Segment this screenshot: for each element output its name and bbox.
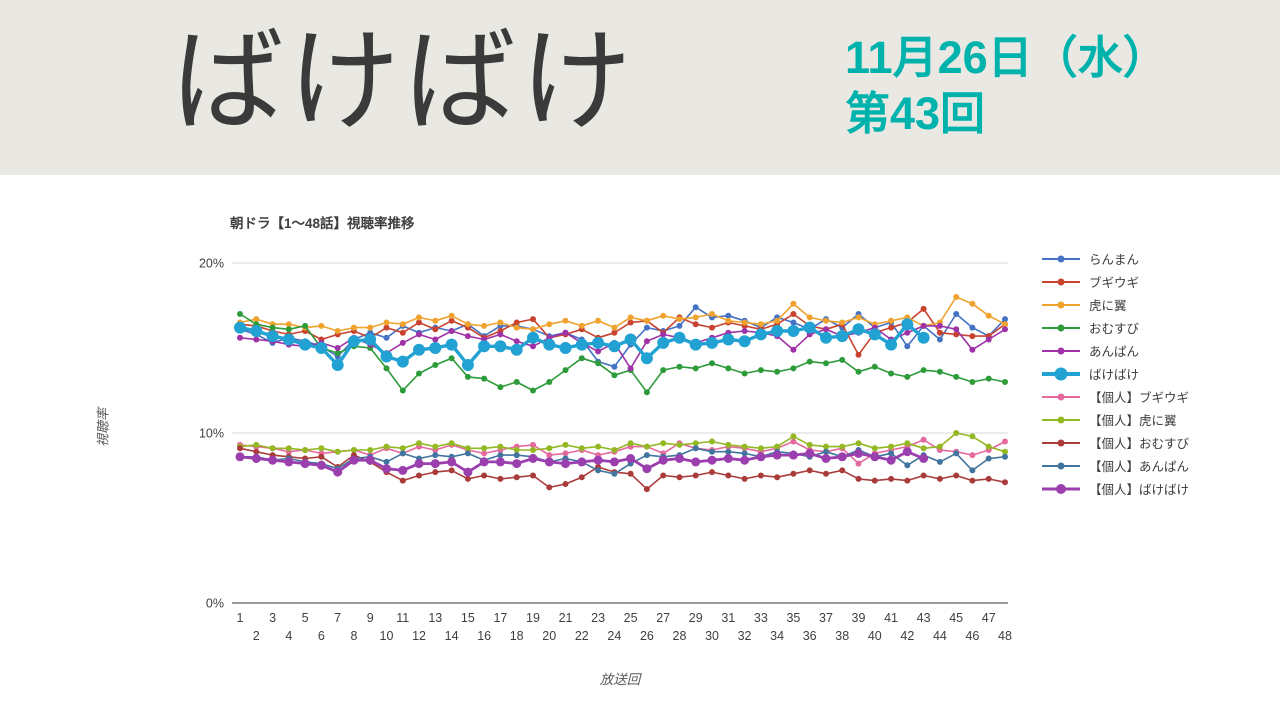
svg-text:10: 10 [380,629,394,643]
chart-title: 朝ドラ【1～48話】視聴率推移 [230,216,415,231]
legend-item-1: らんまん [1042,247,1189,270]
legend-label: おむすび [1089,322,1140,336]
legend-marker [1042,251,1080,266]
svg-text:29: 29 [689,611,703,625]
svg-text:4: 4 [285,629,292,643]
legend-label: 【個人】あんぱん [1089,460,1190,474]
legend-marker [1042,343,1080,358]
legend-label: 【個人】ブギウギ [1089,391,1190,405]
svg-text:44: 44 [933,629,947,643]
legend-item-7: 【個人】ブギウギ [1042,385,1189,408]
svg-text:23: 23 [591,611,605,625]
legend-marker [1042,458,1080,473]
svg-text:30: 30 [705,629,719,643]
legend-marker [1042,412,1080,427]
svg-text:26: 26 [640,629,654,643]
svg-text:24: 24 [607,629,621,643]
legend-item-8: 【個人】虎に翼 [1042,408,1189,431]
svg-text:31: 31 [721,611,735,625]
svg-text:9: 9 [367,611,374,625]
legend-marker [1042,274,1080,289]
legend-marker [1042,435,1080,450]
svg-text:34: 34 [770,629,784,643]
svg-text:39: 39 [852,611,866,625]
legend-label: 虎に翼 [1089,299,1127,313]
svg-text:11: 11 [396,611,409,625]
svg-text:41: 41 [884,611,898,625]
svg-text:20: 20 [542,629,556,643]
svg-text:21: 21 [559,611,573,625]
legend-item-2: ブギウギ [1042,270,1189,293]
svg-text:0%: 0% [206,597,224,611]
svg-text:16: 16 [477,629,491,643]
legend-item-5: あんぱん [1042,339,1189,362]
legend-item-11: 【個人】ばけばけ [1042,477,1189,500]
legend-marker [1042,481,1080,496]
svg-text:42: 42 [900,629,914,643]
episode-info: 11月26日（水） 第43回 [845,30,1168,142]
svg-text:27: 27 [656,611,670,625]
svg-text:40: 40 [868,629,882,643]
legend-label: 【個人】ばけばけ [1089,483,1190,497]
svg-text:13: 13 [428,611,442,625]
svg-text:43: 43 [917,611,931,625]
episode-number: 第43回 [845,88,986,139]
svg-text:7: 7 [334,611,341,625]
svg-text:38: 38 [835,629,849,643]
svg-text:20%: 20% [199,257,224,271]
svg-text:48: 48 [998,629,1012,643]
svg-text:22: 22 [575,629,589,643]
svg-text:47: 47 [982,611,996,625]
svg-text:2: 2 [253,629,260,643]
svg-text:35: 35 [786,611,800,625]
legend-item-6: ばけばけ [1042,362,1189,385]
svg-text:1: 1 [237,611,244,625]
svg-text:17: 17 [493,611,507,625]
svg-text:45: 45 [949,611,963,625]
svg-text:18: 18 [510,629,524,643]
legend-marker [1042,320,1080,335]
svg-text:25: 25 [624,611,638,625]
legend-label: あんぱん [1089,345,1140,359]
x-axis-title: 放送回 [599,672,641,687]
legend-label: ブギウギ [1089,276,1140,290]
svg-text:28: 28 [673,629,687,643]
svg-text:14: 14 [445,629,459,643]
svg-text:12: 12 [412,629,426,643]
svg-text:36: 36 [803,629,817,643]
y-axis-title: 視聴率 [95,408,111,448]
svg-text:6: 6 [318,629,325,643]
legend-item-3: 虎に翼 [1042,293,1189,316]
drama-title: ばけばけ [172,19,636,144]
svg-text:33: 33 [754,611,768,625]
svg-text:46: 46 [965,629,979,643]
legend-marker [1042,366,1080,381]
legend-marker [1042,297,1080,312]
header-banner: ばけばけ 11月26日（水） 第43回 [0,0,1280,175]
broadcast-date: 11月26日（水） [845,32,1168,83]
svg-text:37: 37 [819,611,833,625]
svg-text:8: 8 [350,629,357,643]
svg-text:5: 5 [302,611,309,625]
legend-label: 【個人】虎に翼 [1089,414,1177,428]
svg-text:32: 32 [738,629,752,643]
legend-item-9: 【個人】おむすび [1042,431,1189,454]
legend-marker [1042,389,1080,404]
legend-label: 【個人】おむすび [1089,437,1190,451]
legend-item-4: おむすび [1042,316,1189,339]
legend-label: ばけばけ [1089,368,1140,382]
svg-text:3: 3 [269,611,276,625]
legend-item-10: 【個人】あんぱん [1042,454,1189,477]
legend-label: らんまん [1089,253,1140,267]
svg-text:15: 15 [461,611,475,625]
svg-text:19: 19 [526,611,540,625]
chart-legend: らんまんブギウギ虎に翼おむすびあんぱんばけばけ【個人】ブギウギ 【個人】虎に翼 【個… [1042,247,1189,500]
svg-text:10%: 10% [199,427,224,441]
